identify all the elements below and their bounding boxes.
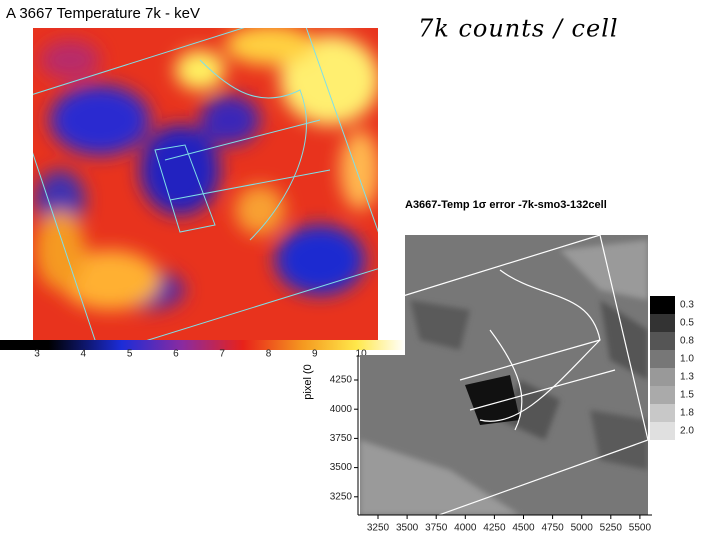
- colorbar-label: 5: [127, 349, 133, 360]
- legend-label: 0.3: [680, 300, 694, 311]
- x-tick-label: 5500: [629, 523, 652, 534]
- colorbar-label: 9: [312, 349, 318, 360]
- x-tick-label: 3250: [367, 523, 390, 534]
- colorbar-label: 7: [219, 349, 225, 360]
- colorbar: [0, 340, 405, 350]
- legend-swatch: [650, 368, 675, 386]
- legend-swatch: [650, 314, 675, 332]
- y-tick-label: 4250: [330, 375, 353, 386]
- x-tick-label: 4000: [454, 523, 477, 534]
- legend-label: 0.8: [680, 336, 694, 347]
- x-tick-label: 5250: [600, 523, 623, 534]
- y-tick-label: 3750: [330, 433, 353, 444]
- x-tick-label: 5000: [571, 523, 594, 534]
- y-tick-label: 4000: [330, 404, 353, 415]
- colorbar-label: 3: [34, 349, 40, 360]
- colorbar-label: 10: [356, 349, 368, 360]
- x-tick-label: 4750: [541, 523, 564, 534]
- y-tick-label: 3250: [330, 491, 353, 502]
- x-tick-label: 3500: [396, 523, 419, 534]
- legend-swatch: [650, 422, 675, 440]
- legend-label: 0.5: [680, 318, 694, 329]
- legend-label: 1.0: [680, 354, 694, 365]
- legend-label: 1.3: [680, 372, 694, 383]
- error-map: [360, 235, 648, 515]
- slide-title: A 3667 Temperature 7k - keV: [6, 5, 200, 22]
- colorbar-label: 8: [266, 349, 272, 360]
- legend-swatch: [650, 296, 675, 314]
- y-tick-label: 3500: [330, 462, 353, 473]
- temperature-map: [33, 28, 378, 340]
- colorbar-label: 6: [173, 349, 179, 360]
- handwritten-note: 7k counts / cell: [418, 15, 619, 43]
- legend-swatch: [650, 332, 675, 350]
- legend-label: 2.0: [680, 426, 694, 437]
- colorbar-label: 4: [81, 349, 87, 360]
- legend-label: 1.5: [680, 390, 694, 401]
- legend-swatch: [650, 404, 675, 422]
- legend-label: 1.8: [680, 408, 694, 419]
- x-tick-label: 4500: [512, 523, 535, 534]
- legend-swatch: [650, 350, 675, 368]
- error-map-title: A3667-Temp 1σ error -7k-smo3-132cell: [405, 199, 607, 211]
- x-tick-label: 3750: [425, 523, 448, 534]
- x-tick-label: 4250: [483, 523, 506, 534]
- y-axis-label: pixel (0: [302, 364, 314, 399]
- legend-swatch: [650, 386, 675, 404]
